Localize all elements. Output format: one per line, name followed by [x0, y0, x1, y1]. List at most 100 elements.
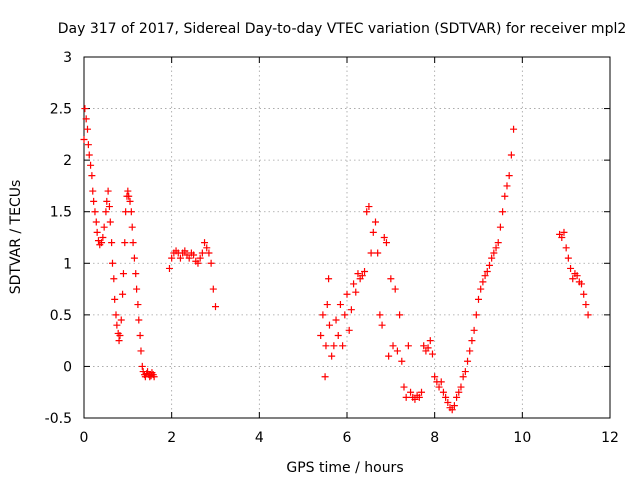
data-point — [135, 316, 143, 324]
data-point — [354, 270, 362, 278]
data-point — [181, 247, 189, 255]
data-point — [115, 337, 123, 345]
data-point — [424, 344, 432, 352]
data-point — [448, 406, 456, 414]
data-point — [339, 342, 347, 350]
data-point — [108, 259, 116, 267]
data-point — [165, 264, 173, 272]
data-point — [453, 393, 461, 401]
data-point — [407, 388, 415, 396]
y-tick-label: 2 — [63, 153, 72, 169]
x-tick-label: 12 — [601, 430, 619, 446]
data-point — [185, 254, 193, 262]
data-point — [468, 337, 476, 345]
data-point — [117, 316, 125, 324]
data-point — [137, 347, 145, 355]
data-point — [378, 321, 386, 329]
data-point — [479, 278, 487, 286]
data-point — [431, 373, 439, 381]
data-point — [455, 388, 463, 396]
data-point — [345, 326, 353, 334]
data-point — [100, 223, 108, 231]
x-tick-label: 0 — [80, 430, 89, 446]
data-point — [564, 254, 572, 262]
x-axis-label: GPS time / hours — [286, 460, 403, 476]
data-point — [358, 272, 366, 280]
data-point — [367, 249, 375, 257]
data-point — [444, 399, 452, 407]
data-point — [442, 393, 450, 401]
data-point — [481, 272, 489, 280]
data-point — [325, 275, 333, 283]
data-point — [336, 301, 344, 309]
data-point — [371, 218, 379, 226]
data-point — [317, 331, 325, 339]
data-point — [393, 347, 401, 355]
data-point — [365, 203, 373, 211]
data-point — [582, 301, 590, 309]
data-point — [488, 254, 496, 262]
axis-ticks: 0 2 4 6 8 10 12 -0.5 0 0.5 1 1.5 2 2.5 3 — [45, 50, 619, 446]
data-point — [92, 218, 100, 226]
data-point — [330, 342, 338, 350]
data-point — [470, 326, 478, 334]
data-point — [352, 288, 360, 296]
data-point — [483, 268, 491, 276]
data-point — [127, 208, 135, 216]
x-tick-label: 4 — [255, 430, 264, 446]
data-point — [125, 192, 133, 200]
data-point — [111, 295, 119, 303]
data-point — [99, 234, 107, 241]
data-point — [334, 331, 342, 339]
data-point — [207, 259, 215, 267]
data-point — [106, 218, 114, 226]
x-tick-label: 2 — [167, 430, 176, 446]
data-point — [102, 208, 110, 216]
data-point — [325, 321, 333, 329]
data-point — [332, 316, 340, 324]
data-point — [108, 239, 116, 247]
data-point — [435, 383, 443, 391]
data-point — [584, 311, 592, 319]
data-point — [428, 350, 436, 358]
data-point — [322, 342, 330, 350]
data-point — [457, 383, 465, 391]
grid-lines — [84, 57, 610, 418]
data-point — [398, 357, 406, 365]
data-point — [201, 239, 209, 247]
data-point — [347, 306, 355, 314]
data-point — [580, 290, 588, 298]
data-point — [464, 357, 472, 365]
data-point — [98, 239, 106, 247]
data-point — [124, 187, 132, 195]
data-point — [328, 352, 336, 360]
data-point — [477, 285, 485, 293]
data-point — [437, 378, 445, 386]
data-point — [81, 105, 89, 113]
data-point — [89, 187, 97, 195]
data-point — [119, 290, 127, 298]
data-point — [466, 347, 474, 355]
data-point — [426, 337, 434, 345]
data-point — [129, 239, 137, 247]
data-points — [80, 105, 592, 414]
data-point — [350, 280, 358, 288]
y-tick-label: 3 — [63, 50, 72, 66]
data-point — [569, 275, 577, 283]
data-point — [136, 331, 144, 339]
data-point — [104, 187, 112, 195]
data-point — [501, 192, 509, 200]
y-tick-label: 1 — [63, 256, 72, 272]
data-point — [343, 290, 351, 298]
data-point — [126, 197, 134, 205]
data-point — [110, 275, 118, 283]
data-point — [209, 285, 217, 293]
data-point — [402, 393, 410, 401]
data-point — [411, 395, 419, 403]
data-point — [319, 311, 327, 319]
data-point — [88, 172, 96, 180]
data-point — [103, 197, 111, 205]
data-point — [190, 251, 198, 259]
data-point — [138, 362, 146, 370]
data-point — [212, 303, 219, 311]
